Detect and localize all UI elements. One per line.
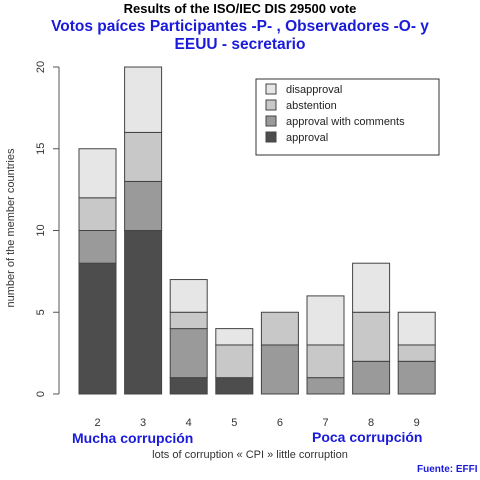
- legend-label: disapproval: [286, 84, 342, 96]
- bar-segment-abstention: [124, 131, 163, 182]
- chart-title: Results of the ISO/IEC DIS 29500 vote: [123, 1, 357, 16]
- y-axis-label: number of the member countries: [5, 148, 17, 308]
- bar-segment-approval-with-comments: [169, 328, 208, 379]
- bar-segment-approval-with-comments: [260, 344, 299, 395]
- bar-segment-disapproval: [306, 295, 345, 346]
- y-tick-label: 20: [35, 61, 47, 73]
- bar-segment-approval-with-comments: [397, 360, 436, 395]
- x-tick-label: 8: [368, 417, 374, 429]
- bar-segment-disapproval: [352, 262, 391, 313]
- x-tick-label: 6: [277, 417, 283, 429]
- legend-box: [255, 78, 440, 156]
- bar-segment-disapproval: [215, 328, 254, 346]
- y-tick-label: 0: [35, 391, 47, 397]
- bars: [78, 66, 436, 395]
- overlay-caption-line1: Votos paíces Participantes -P- , Observa…: [51, 18, 429, 35]
- legend-swatch: [265, 115, 277, 127]
- bar-segment-approval-with-comments: [78, 230, 117, 264]
- y-tick-label: 5: [35, 309, 47, 315]
- bar-segment-disapproval: [397, 311, 436, 346]
- bar-segment-abstention: [306, 344, 345, 379]
- x-tick-label: 9: [414, 417, 420, 429]
- x-tick-label: 5: [231, 417, 237, 429]
- x-tick-label: 2: [94, 417, 100, 429]
- bar-segment-disapproval: [78, 148, 117, 199]
- bar-segment-abstention: [352, 311, 391, 362]
- bar-segment-abstention: [78, 197, 117, 232]
- x-tick-label: 7: [322, 417, 328, 429]
- axes: 0 5 10 15 20 2 3 4 5 6 7 8 9: [35, 61, 420, 429]
- source-note: Fuente: EFFI: [417, 464, 478, 475]
- legend: disapproval abstention approval with comme…: [255, 78, 440, 156]
- bar-segment-approval: [169, 377, 208, 395]
- bar-segment-abstention: [397, 344, 436, 362]
- bar-segment-abstention: [169, 311, 208, 330]
- x-tick-label: 3: [140, 417, 146, 429]
- bar-segment-approval-with-comments: [124, 180, 163, 231]
- bar-segment-approval: [215, 377, 254, 395]
- bar-segment-approval-with-comments: [352, 360, 391, 395]
- bar-segment-approval: [124, 230, 163, 395]
- legend-label: approval: [286, 132, 328, 144]
- legend-swatch: [265, 131, 277, 143]
- low-cpi-annotation: Mucha corrupción: [72, 430, 194, 446]
- legend-swatch: [265, 99, 277, 111]
- legend-label: approval with comments: [286, 116, 405, 128]
- bar-segment-abstention: [215, 344, 254, 379]
- overlay-caption-line2: EEUU - secretario: [174, 36, 306, 53]
- bar-segment-approval-with-comments: [306, 377, 345, 395]
- bar-segment-approval: [78, 262, 117, 395]
- high-cpi-annotation: Poca corrupción: [312, 429, 423, 445]
- legend-swatch: [265, 83, 277, 95]
- x-tick-label: 4: [186, 417, 192, 429]
- bar-segment-disapproval: [169, 279, 208, 313]
- legend-label: abstention: [286, 100, 337, 112]
- bar-segment-abstention: [260, 311, 299, 346]
- y-tick-label: 10: [35, 224, 47, 236]
- x-axis-label: lots of corruption « CPI » little corrup…: [152, 449, 348, 461]
- y-tick-label: 15: [35, 143, 47, 155]
- bar-segment-disapproval: [124, 66, 163, 133]
